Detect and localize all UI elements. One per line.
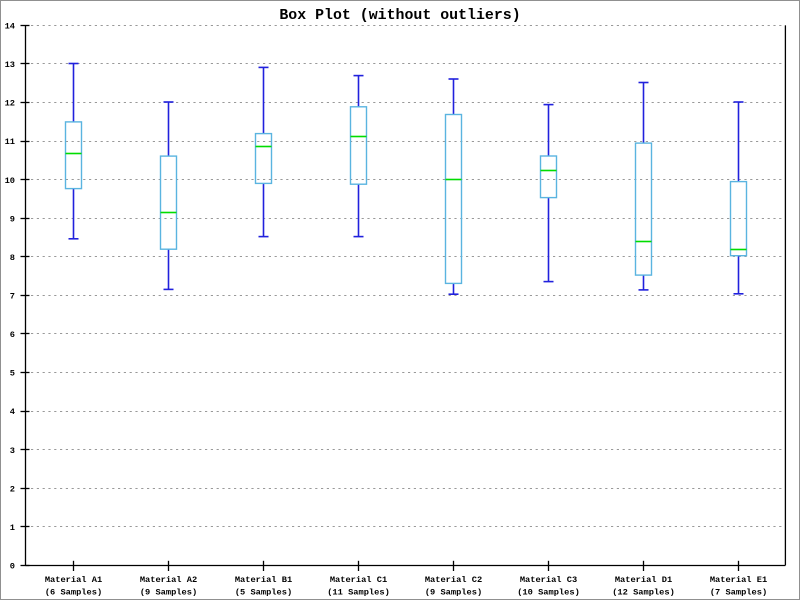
svg-text:6: 6: [10, 330, 15, 340]
svg-text:(11 Samples): (11 Samples): [327, 588, 390, 598]
svg-text:9: 9: [10, 214, 15, 224]
svg-text:Material C2: Material C2: [425, 575, 482, 585]
svg-text:(7 Samples): (7 Samples): [710, 588, 767, 598]
svg-text:Material D1: Material D1: [615, 575, 672, 585]
svg-text:3: 3: [10, 446, 15, 456]
svg-text:2: 2: [10, 484, 15, 494]
svg-text:Material C3: Material C3: [520, 575, 577, 585]
svg-text:5: 5: [10, 369, 15, 379]
svg-text:(5 Samples): (5 Samples): [235, 588, 292, 598]
svg-text:8: 8: [10, 253, 15, 263]
svg-text:14: 14: [5, 22, 15, 32]
svg-text:4: 4: [10, 407, 15, 417]
svg-text:10: 10: [5, 176, 15, 186]
svg-text:Box Plot (without outliers): Box Plot (without outliers): [279, 8, 520, 24]
svg-text:Material B1: Material B1: [235, 575, 292, 585]
svg-text:13: 13: [5, 60, 15, 70]
svg-text:0: 0: [10, 562, 15, 572]
svg-text:Material E1: Material E1: [710, 575, 767, 585]
svg-text:12: 12: [5, 99, 15, 109]
svg-text:(6 Samples): (6 Samples): [45, 588, 102, 598]
svg-text:(9 Samples): (9 Samples): [425, 588, 482, 598]
svg-text:7: 7: [10, 292, 15, 302]
svg-text:(9 Samples): (9 Samples): [140, 588, 197, 598]
svg-text:Material C1: Material C1: [330, 575, 387, 585]
svg-text:(10 Samples): (10 Samples): [517, 588, 580, 598]
svg-text:1: 1: [10, 523, 15, 533]
svg-text:11: 11: [5, 137, 15, 147]
svg-text:Material A1: Material A1: [45, 575, 102, 585]
svg-text:(12 Samples): (12 Samples): [612, 588, 675, 598]
svg-text:Material A2: Material A2: [140, 575, 197, 585]
